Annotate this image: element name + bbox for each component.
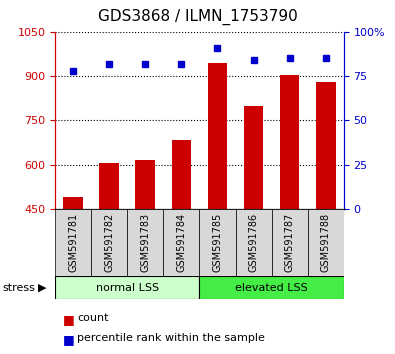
Text: GSM591784: GSM591784 xyxy=(177,213,186,272)
Text: normal LSS: normal LSS xyxy=(96,282,159,293)
Text: GDS3868 / ILMN_1753790: GDS3868 / ILMN_1753790 xyxy=(98,9,297,25)
Text: stress: stress xyxy=(2,283,35,293)
Bar xyxy=(127,209,164,276)
Bar xyxy=(91,209,127,276)
Text: GSM591786: GSM591786 xyxy=(248,213,259,272)
Text: GSM591785: GSM591785 xyxy=(213,213,222,272)
Bar xyxy=(235,209,272,276)
Text: GSM591782: GSM591782 xyxy=(104,213,115,272)
Bar xyxy=(316,82,335,209)
Bar xyxy=(100,163,119,209)
Bar xyxy=(272,209,308,276)
Text: ■: ■ xyxy=(63,313,75,326)
Bar xyxy=(199,209,235,276)
Bar xyxy=(208,63,228,209)
Text: elevated LSS: elevated LSS xyxy=(235,282,308,293)
Text: ▶: ▶ xyxy=(38,283,46,293)
Bar xyxy=(280,75,299,209)
Bar xyxy=(55,276,199,299)
Bar xyxy=(308,209,344,276)
Bar xyxy=(199,276,344,299)
Bar xyxy=(164,209,199,276)
Bar xyxy=(244,105,263,209)
Text: GSM591787: GSM591787 xyxy=(284,213,295,272)
Text: GSM591783: GSM591783 xyxy=(140,213,150,272)
Text: ■: ■ xyxy=(63,333,75,346)
Text: count: count xyxy=(77,313,109,323)
Bar xyxy=(55,209,91,276)
Bar xyxy=(64,197,83,209)
Text: GSM591781: GSM591781 xyxy=(68,213,78,272)
Text: GSM591788: GSM591788 xyxy=(321,213,331,272)
Text: percentile rank within the sample: percentile rank within the sample xyxy=(77,333,265,343)
Bar xyxy=(171,139,191,209)
Bar xyxy=(135,160,155,209)
